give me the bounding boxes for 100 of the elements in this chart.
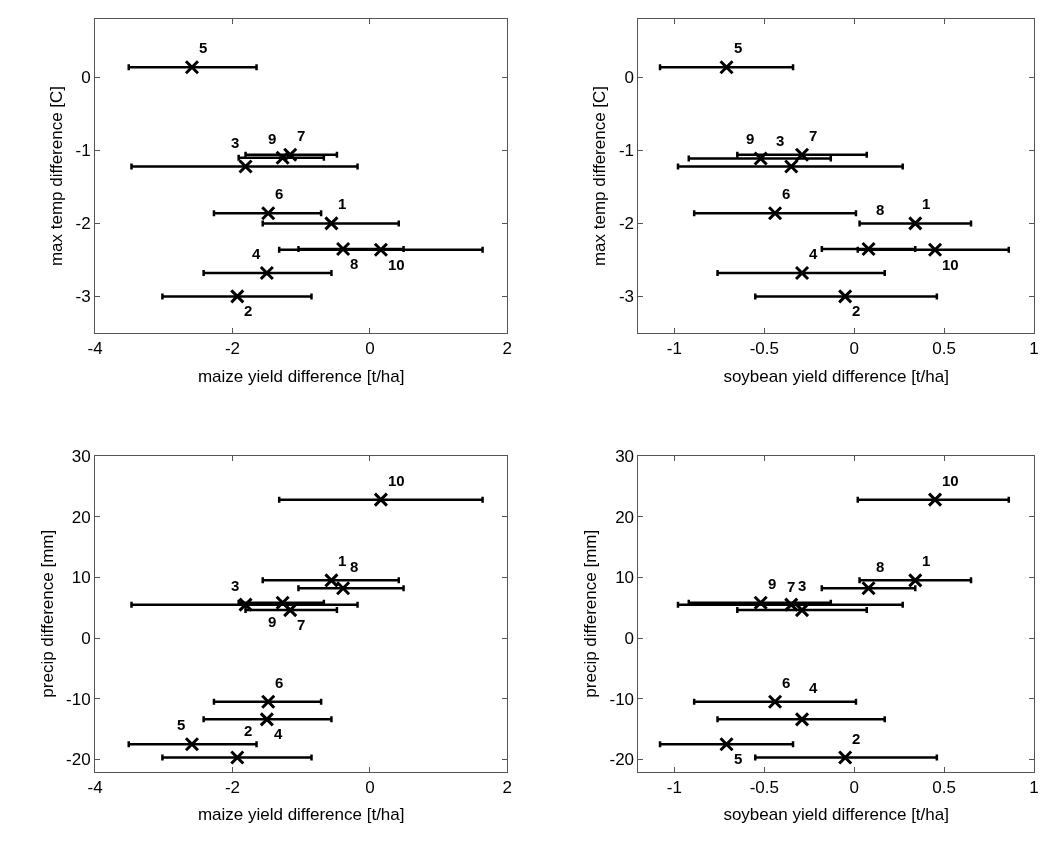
annotation: 9 (268, 613, 277, 630)
annotation: 5 (734, 750, 743, 767)
point (373, 242, 389, 258)
annotation: 5 (734, 39, 743, 56)
x-axis-title: soybean yield difference [t/ha] (723, 366, 949, 386)
annotation: 7 (297, 616, 306, 633)
annotation: 2 (852, 730, 861, 747)
y-tick-label: 0 (624, 628, 635, 648)
annotation: 1 (922, 552, 931, 569)
annotation: 8 (350, 255, 359, 272)
x-tick-label: -1 (666, 339, 682, 359)
x-axis-title: maize yield difference [t/ha] (197, 805, 405, 825)
x-tick-label: 0 (849, 777, 859, 797)
point (753, 595, 769, 611)
y-axis-title: precip difference [mm] (37, 529, 57, 698)
x-tick-label: 1 (1029, 339, 1039, 359)
annotation: 8 (350, 558, 359, 575)
y-tick-label: -10 (609, 689, 635, 709)
point (767, 205, 783, 221)
annotation: 6 (275, 674, 284, 691)
annotation: 3 (231, 134, 240, 151)
annotation: 4 (274, 725, 283, 742)
x-tick-label: 1 (1029, 777, 1039, 797)
annotation: 3 (798, 577, 807, 594)
point (184, 59, 200, 75)
y-tick-label: -3 (618, 287, 635, 307)
annotation: 10 (388, 256, 405, 273)
point (837, 288, 853, 304)
y-tick-label: 30 (71, 446, 91, 466)
annotation: 7 (809, 127, 818, 144)
point (783, 158, 799, 174)
y-tick-label: -1 (618, 141, 635, 161)
annotation: 4 (252, 245, 261, 262)
point (260, 694, 276, 710)
point (927, 242, 943, 258)
x-tick-label: 0 (849, 339, 859, 359)
x-tick-label: -4 (87, 339, 103, 359)
point (335, 241, 351, 257)
point (184, 736, 200, 752)
annotation: 7 (297, 127, 306, 144)
annotation: 1 (338, 195, 347, 212)
x-tick-label: -4 (87, 777, 103, 797)
annotation: 6 (782, 674, 791, 691)
x-tick-label: 2 (502, 777, 513, 797)
point (335, 580, 351, 596)
x-tick-label: 2 (502, 339, 513, 359)
y-tick-label: 20 (71, 507, 91, 527)
point (783, 597, 799, 613)
annotation: 3 (776, 132, 785, 149)
point (719, 59, 735, 75)
y-axis-title: max temp difference [C] (590, 85, 610, 267)
point (260, 205, 276, 221)
y-tick-label: -10 (66, 689, 91, 709)
annotation: 10 (388, 472, 405, 489)
y-tick-label: -1 (75, 141, 91, 161)
point (753, 150, 769, 166)
x-tick-label: -0.5 (749, 777, 779, 797)
y-axis-title: max temp difference [C] (47, 85, 67, 267)
point (767, 694, 783, 710)
annotation: 3 (231, 577, 240, 594)
y-tick-label: -20 (66, 750, 91, 770)
point (927, 492, 943, 508)
x-axis-title: maize yield difference [t/ha] (197, 366, 405, 386)
x-tick-label: -0.5 (749, 339, 779, 359)
point (275, 595, 291, 611)
point (259, 265, 275, 281)
annotation: 6 (275, 185, 284, 202)
point (837, 750, 853, 766)
point (323, 215, 339, 231)
point (275, 150, 291, 166)
annotation: 9 (746, 130, 755, 147)
annotation: 1 (338, 552, 347, 569)
annotation: 4 (809, 679, 818, 696)
point (861, 241, 877, 257)
point (238, 158, 254, 174)
point (229, 750, 245, 766)
annotation: 1 (922, 195, 931, 212)
point (323, 572, 339, 588)
annotation: 7 (787, 578, 796, 595)
y-tick-label: 0 (81, 68, 91, 88)
annotation: 2 (244, 302, 253, 319)
x-tick-label: -1 (666, 777, 682, 797)
x-tick-label: 0 (365, 339, 375, 359)
annotation: 6 (782, 185, 791, 202)
y-tick-label: 20 (615, 507, 635, 527)
annotation: 8 (876, 558, 885, 575)
annotation: 8 (876, 201, 885, 218)
y-tick-label: -20 (609, 750, 635, 770)
annotation: 5 (199, 39, 208, 56)
y-tick-label: -3 (75, 287, 91, 307)
x-tick-label: 0.5 (932, 777, 956, 797)
x-axis-title: soybean yield difference [t/ha] (723, 805, 949, 825)
y-tick-label: 10 (71, 568, 91, 588)
x-tick-label: -2 (224, 339, 241, 359)
annotation: 10 (942, 472, 959, 489)
point (794, 147, 810, 163)
point (373, 492, 389, 508)
point (907, 215, 923, 231)
y-axis-title: precip difference [mm] (581, 529, 601, 698)
annotation: 5 (177, 716, 186, 733)
